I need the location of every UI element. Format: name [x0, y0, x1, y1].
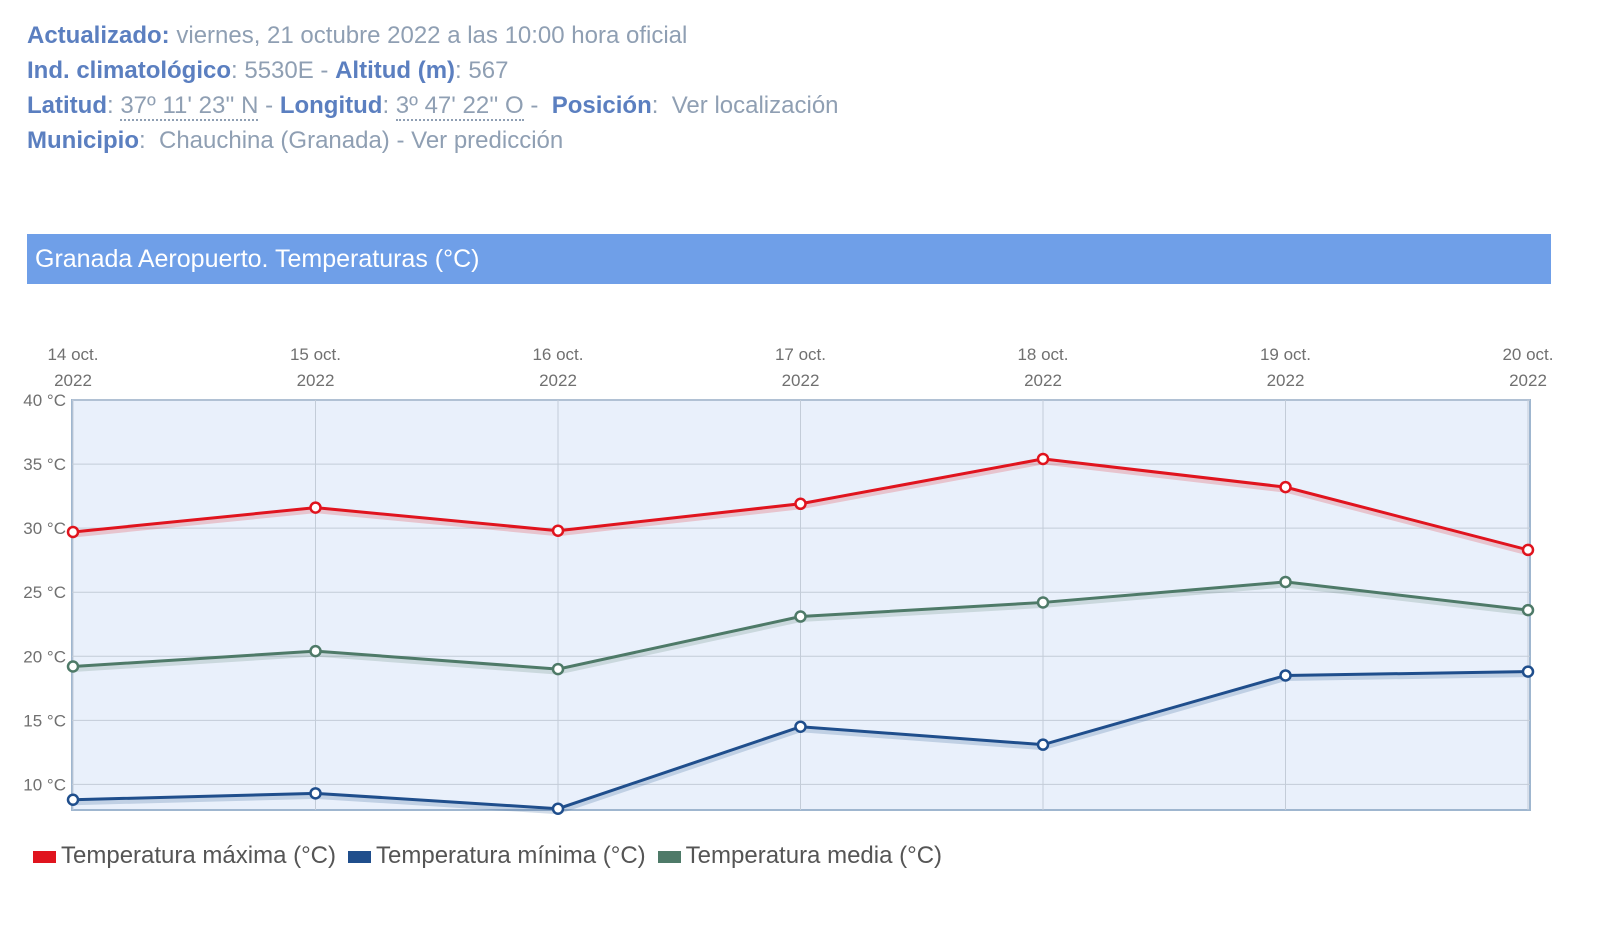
x-tick-label: 14 oct. [47, 345, 98, 364]
longitude-value: 3º 47' 22'' O [395, 92, 524, 121]
data-point [794, 497, 807, 511]
x-tick-label-year: 2022 [297, 371, 335, 390]
legend-item[interactable]: Temperatura mínima (°C) [348, 842, 646, 870]
x-tick-label: 19 oct. [1260, 345, 1311, 364]
data-point [1279, 669, 1292, 682]
data-point [309, 787, 322, 800]
x-tick-label-year: 2022 [539, 371, 577, 390]
y-tick-label: 15 °C [23, 711, 66, 730]
x-tick-label: 16 oct. [532, 345, 583, 364]
x-tick-label-year: 2022 [782, 371, 820, 390]
station-info: Actualizado: viernes, 21 octubre 2022 a … [27, 18, 839, 158]
data-point [1036, 596, 1050, 609]
chart-legend: Temperatura máxima (°C) Temperatura mínim… [33, 842, 942, 870]
y-tick-label: 10 °C [23, 775, 66, 794]
legend-label: Temperatura media (°C) [685, 842, 943, 869]
municipio-link[interactable]: Chauchina (Granada) [159, 127, 390, 154]
ver-prediccion-link[interactable]: Ver predicción [411, 127, 564, 154]
data-point [794, 610, 807, 623]
x-tick-label-year: 2022 [1509, 371, 1547, 390]
data-point [1279, 480, 1292, 494]
coords-line: Latitud: 37º 11' 23'' N - Longitud: 3º 4… [27, 92, 839, 121]
data-point [794, 720, 807, 733]
y-tick-label: 25 °C [23, 583, 66, 602]
updated-line: Actualizado: viernes, 21 octubre 2022 a … [27, 22, 688, 49]
data-point [551, 802, 565, 815]
data-point [1036, 738, 1050, 751]
legend-item[interactable]: Temperatura media (°C) [657, 842, 943, 870]
indicativo-line: Ind. climatológico: 5530E - Altitud (m):… [27, 57, 509, 84]
x-tick-label: 15 oct. [290, 345, 341, 364]
data-point [1521, 603, 1535, 617]
y-tick-label: 30 °C [23, 519, 66, 538]
data-point [1036, 452, 1050, 466]
data-point [1279, 575, 1292, 589]
legend-swatch [657, 850, 681, 863]
x-tick-label-year: 2022 [1267, 371, 1305, 390]
latitude-value: 37º 11' 23'' N [120, 92, 259, 121]
y-tick-label: 20 °C [23, 647, 66, 666]
x-tick-label: 17 oct. [775, 345, 826, 364]
legend-swatch [33, 850, 56, 863]
chart-title: Granada Aeropuerto. Temperaturas (°C) [27, 234, 1551, 284]
x-tick-label-year: 2022 [1024, 371, 1062, 390]
data-point [1521, 665, 1535, 678]
data-point [551, 662, 565, 676]
legend-label: Temperatura máxima (°C) [61, 842, 336, 869]
data-point [309, 644, 322, 658]
ver-localizacion-link[interactable]: Ver localización [671, 92, 839, 119]
data-point [66, 793, 80, 806]
x-tick-label-year: 2022 [54, 371, 92, 390]
data-point [66, 525, 80, 539]
municipio-line: Municipio: Chauchina (Granada) - Ver pre… [27, 127, 564, 154]
x-tick-label: 20 oct. [1502, 345, 1553, 364]
data-point [66, 660, 80, 673]
data-point [309, 501, 322, 514]
legend-item[interactable]: Temperatura máxima (°C) [33, 842, 336, 870]
y-tick-label: 40 °C [23, 391, 66, 410]
x-tick-label: 18 oct. [1017, 345, 1068, 364]
legend-label: Temperatura mínima (°C) [376, 842, 646, 869]
data-point [1521, 543, 1535, 557]
legend-swatch [348, 850, 371, 863]
y-tick-label: 35 °C [23, 455, 66, 474]
data-point [551, 524, 565, 537]
